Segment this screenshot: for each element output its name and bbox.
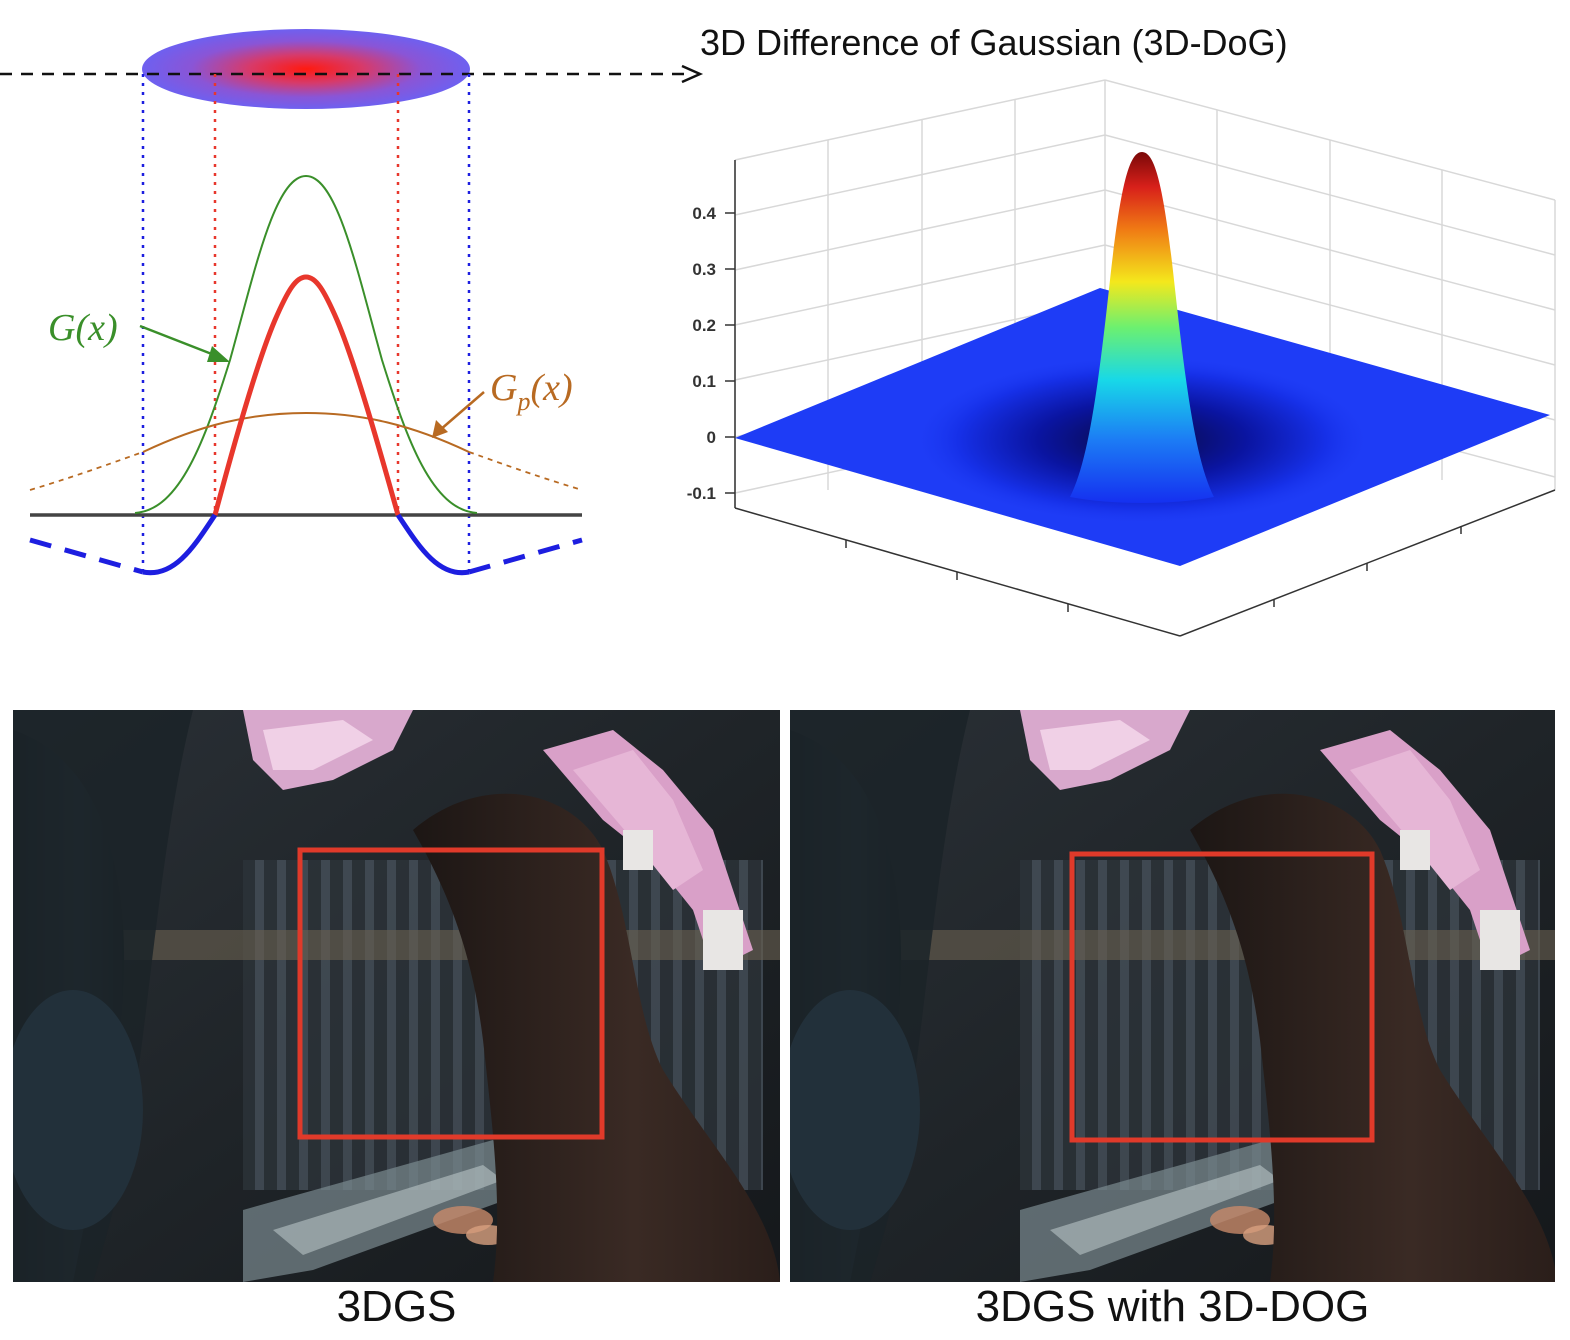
- dog-negative-curve-right: [395, 513, 470, 576]
- z-tick-label: 0.3: [692, 260, 716, 279]
- axis-arrow-head: [681, 64, 704, 84]
- highlight-box-left: [297, 847, 605, 1140]
- z-tick-label: -0.1: [687, 484, 716, 503]
- z-tick-label: 0: [707, 428, 716, 447]
- photo-3dgs: [13, 710, 780, 1282]
- photo-3dgs-dog: [790, 710, 1555, 1282]
- g-label: G(x): [48, 307, 118, 349]
- gp-pointer-head: [432, 420, 448, 438]
- dog-surface-plot: 0.4 0.3 0.2 0.1 0 -0.1: [687, 79, 1556, 637]
- gp-label: Gp(x): [490, 367, 573, 416]
- gp-curve: [142, 411, 470, 453]
- dog-tail-dashed-left: [29, 537, 144, 575]
- caption-3dgs: 3DGS: [336, 1282, 457, 1331]
- gp-curve-dashed-left: [29, 451, 144, 491]
- floor-axes: [734, 489, 1556, 637]
- gaussian-ellipse: [142, 29, 470, 109]
- dog-negative-curve: [142, 513, 218, 576]
- gp-curve-dashed-right: [468, 451, 583, 491]
- g-pointer: [139, 324, 223, 360]
- plot-title: 3D Difference of Gaussian (3D-DoG): [700, 22, 1288, 63]
- caption-3dgs-dog: 3DGS with 3D-DOG: [975, 1282, 1370, 1331]
- highlight-box-right: [1069, 851, 1375, 1143]
- gp-pointer: [439, 391, 485, 431]
- z-tick-label: 0.1: [692, 372, 716, 391]
- z-tick-label: 0.4: [692, 204, 716, 223]
- g-curve: [134, 174, 478, 514]
- z-tick-label: 0.2: [692, 316, 716, 335]
- g-pointer-head: [207, 346, 230, 362]
- gaussian-diagram: G(x) Gp(x): [0, 29, 704, 576]
- z-tick-labels: 0.4 0.3 0.2 0.1 0 -0.1: [687, 204, 735, 503]
- dog-tail-dashed-right: [468, 537, 583, 575]
- surface-peak: [1070, 152, 1214, 503]
- dog-positive-curve: [212, 274, 401, 516]
